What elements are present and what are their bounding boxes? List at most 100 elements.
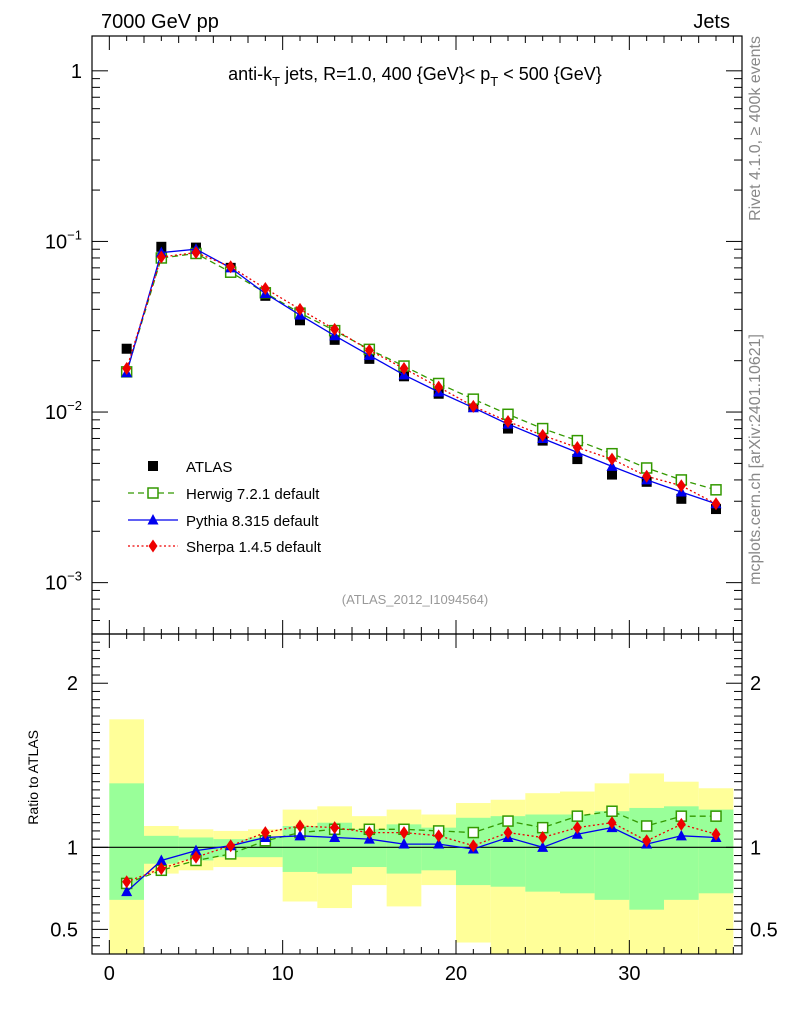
ratio-sherpa-point: [156, 862, 166, 876]
main-y-tick-label-base: 10: [45, 402, 67, 424]
main-sherpa-point: [156, 250, 166, 264]
legend: ATLAS Herwig 7.2.1 default Pythia 8.315 …: [128, 459, 322, 556]
ratio-sherpa-point: [607, 816, 617, 830]
main-sherpa-point: [572, 440, 582, 454]
plot-title: anti-kT jets, R=1.0, 400 {GeV}< pT < 500…: [228, 64, 602, 89]
legend-label-sherpa: Sherpa 1.4.5 default: [186, 539, 322, 556]
main-sherpa-point: [364, 343, 374, 357]
main-atlas-point: [607, 469, 617, 480]
main-y-tick-label-exponent: −3: [67, 569, 82, 584]
ratio-sherpa-point: [676, 817, 686, 831]
ratio-herwig-point: [467, 826, 480, 839]
main-pythia-line: [126, 248, 717, 505]
main-sherpa-point: [260, 281, 270, 295]
ratio-pythia-point: [433, 838, 445, 849]
ratio-panel: 0 10 20 30 2 2 1 1 0.5 0.5 Ratio to ATLAS: [25, 633, 778, 985]
ratio-y-tick-label-left: 0.5: [50, 919, 78, 941]
main-sherpa-point: [468, 399, 478, 413]
main-sherpa-point: [226, 260, 236, 274]
ratio-pythia-point: [155, 854, 167, 865]
plot-title-suffix: < 500 {GeV}: [498, 64, 602, 84]
main-y-tick-label: 10−1: [45, 227, 82, 253]
ratio-pythia-point: [537, 841, 549, 852]
main-y-tick-label-base: 10: [45, 573, 67, 595]
main-y-tick-label: 10−3: [45, 569, 82, 595]
ratio-sherpa-point: [503, 826, 513, 840]
ratio-herwig-point: [571, 810, 584, 822]
ratio-sherpa-point: [711, 827, 721, 841]
plot-title-sub-p: T: [490, 74, 498, 89]
ratio-herwig-line: [126, 810, 716, 885]
main-herwig-line: [126, 252, 717, 491]
ratio-pythia-point: [329, 831, 341, 842]
legend-pythia-marker: [147, 514, 159, 525]
main-atlas-point: [676, 493, 687, 504]
ratio-pythia-line: [126, 826, 717, 893]
plot-title-sub-k: T: [272, 74, 280, 89]
main-sherpa-point: [330, 322, 340, 336]
main-sherpa-point: [191, 246, 201, 260]
main-atlas-point: [572, 454, 583, 465]
ratio-y-axis-label: Ratio to ATLAS: [25, 730, 41, 825]
main-herwig-point: [710, 484, 722, 496]
ratio-green-band-bin: [698, 809, 734, 894]
main-y-tick-label-base: 10: [45, 231, 67, 253]
main-sherpa-point: [399, 361, 409, 375]
ratio-sherpa-point: [330, 821, 340, 835]
main-sherpa-point: [607, 452, 617, 466]
ratio-pythia-point: [190, 844, 202, 856]
ratio-herwig-point: [710, 810, 722, 822]
ratio-x-tick-label: 30: [618, 963, 640, 985]
ratio-sherpa-point: [468, 839, 478, 853]
ratio-sherpa-line: [126, 822, 717, 883]
main-sherpa-line: [126, 251, 717, 505]
ratio-y-tick-label-right: 0.5: [750, 919, 778, 941]
analysis-watermark: (ATLAS_2012_I1094564): [342, 592, 488, 607]
ratio-x-tick-label: 0: [104, 963, 115, 985]
ratio-sherpa-point: [642, 834, 652, 848]
ratio-y-tick-label-right: 1: [750, 837, 761, 859]
ratio-pythia-point: [398, 838, 410, 849]
main-sherpa-point: [538, 428, 548, 442]
ratio-pythia-point: [294, 829, 306, 841]
legend-sherpa-marker: [148, 539, 158, 553]
main-sherpa-point: [434, 380, 444, 394]
ratio-herwig-point: [606, 805, 618, 817]
ratio-sherpa-point: [364, 826, 374, 840]
ratio-sherpa-point: [122, 875, 132, 889]
ratio-sherpa-point: [295, 819, 305, 833]
main-sherpa-point: [503, 415, 513, 429]
legend-label-herwig: Herwig 7.2.1 default: [186, 486, 320, 503]
ratio-sherpa-point: [260, 826, 270, 840]
ratio-pythia-point: [121, 885, 133, 897]
main-sherpa-point: [295, 302, 305, 316]
category-label: Jets: [693, 11, 730, 33]
mcplots-url-label: mcplots.cern.ch [arXiv:2401.10621]: [747, 334, 764, 585]
main-panel: 110−110−210−3 anti-kT jets, R=1.0, 400 {…: [45, 35, 743, 635]
ratio-x-tick-label: 10: [272, 963, 294, 985]
ratio-y-tick-label-left: 2: [67, 673, 78, 695]
main-y-tick-label: 10−2: [45, 398, 82, 424]
main-y-tick-label-exponent: −2: [67, 398, 82, 413]
energy-label: 7000 GeV pp: [101, 11, 219, 33]
main-pythia-point: [606, 460, 618, 471]
legend-herwig-marker: [147, 487, 159, 499]
main-y-tick-label-base: 1: [71, 61, 82, 83]
main-y-tick-label: 1: [71, 61, 82, 83]
ratio-y-tick-label-left: 1: [67, 837, 78, 859]
main-sherpa-point: [122, 361, 132, 375]
plot-title-middle: jets, R=1.0, 400 {GeV}< p: [280, 64, 490, 84]
ratio-pythia-point: [675, 829, 687, 841]
ratio-x-tick-label: 20: [445, 963, 467, 985]
ratio-sherpa-point: [399, 826, 409, 840]
ratio-y-tick-label-right: 2: [750, 673, 761, 695]
ratio-sherpa-point: [226, 839, 236, 853]
rivet-version-label: Rivet 4.1.0, ≥ 400k events: [747, 36, 764, 221]
ratio-herwig-point: [502, 815, 514, 827]
legend-label-pythia: Pythia 8.315 default: [186, 513, 319, 530]
ratio-sherpa-point: [572, 821, 582, 835]
main-y-tick-label-exponent: −1: [67, 227, 82, 242]
plot-title-prefix: anti-k: [228, 64, 273, 84]
legend-label-atlas: ATLAS: [186, 459, 232, 476]
